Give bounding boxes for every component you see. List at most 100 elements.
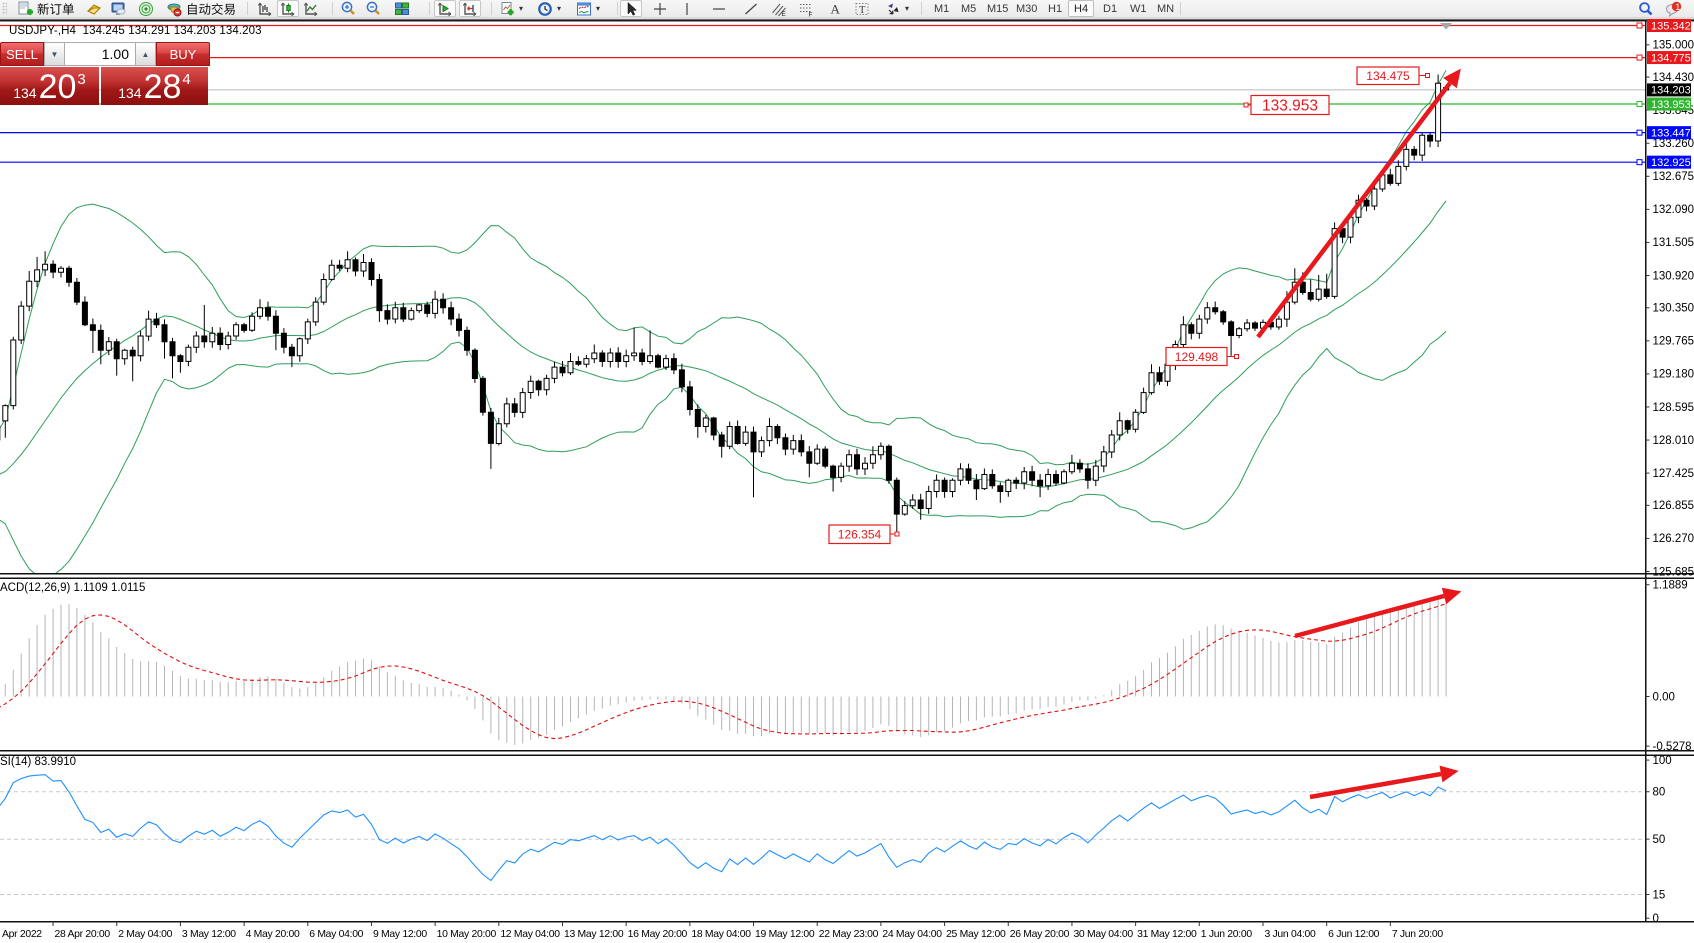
price-axis-label: 127.425 (1653, 468, 1694, 480)
volume-decrease-button[interactable]: ▼ (44, 42, 65, 66)
volume-increase-button[interactable]: ▲ (135, 42, 156, 66)
line-anchor-handle[interactable] (1636, 22, 1643, 29)
trend-arrow-head (1443, 68, 1461, 89)
line-anchor-handle[interactable] (1636, 129, 1643, 136)
macd-axis-label: 1.1889 (1653, 580, 1688, 592)
annotation-anchor-handle[interactable] (1425, 73, 1430, 78)
timeframe-mn-button[interactable]: MN (1157, 3, 1175, 15)
indicators-dropdown-arrow[interactable]: ▾ (519, 4, 524, 13)
rsi-axis-label: 50 (1653, 834, 1666, 846)
trend-arrow-macd[interactable] (1294, 587, 1462, 639)
indicators-button[interactable]: ▾ (496, 0, 526, 17)
search-button[interactable] (1634, 0, 1656, 17)
timeframe-h4-button[interactable]: H4 (1068, 0, 1095, 17)
arrows-dropdown-arrow[interactable]: ▾ (905, 4, 910, 13)
sell-price-main: 20 (38, 68, 77, 107)
price-badge-134.775 (1647, 51, 1691, 65)
line-anchor-handle[interactable] (1636, 54, 1643, 61)
buy-price-integer: 134 (118, 85, 142, 101)
chart-candles-button[interactable] (277, 0, 299, 17)
timeframe-m15-button[interactable]: M15 (987, 3, 1009, 15)
periods-button[interactable]: ▾ (534, 0, 564, 17)
trend-arrow-head (1439, 765, 1459, 783)
periods-dropdown-arrow[interactable]: ▾ (557, 4, 562, 13)
trend-arrow-main[interactable] (1256, 68, 1461, 339)
price-annotation-134.475[interactable]: 134.475 (1356, 66, 1430, 86)
timeframe-h1-button[interactable]: H1 (1048, 3, 1063, 15)
line-anchor-handle[interactable] (1636, 101, 1643, 108)
arrows-button[interactable]: ▾ (882, 0, 912, 17)
line-anchor-handle[interactable] (1636, 159, 1643, 166)
annotation-anchor-handle[interactable] (894, 531, 900, 537)
annotation-box (1250, 94, 1330, 116)
trend-arrow-shaft (1294, 593, 1445, 639)
price-annotation-129.498[interactable]: 129.498 (1165, 346, 1239, 367)
zoom-in-button[interactable] (337, 0, 359, 17)
navigator-button[interactable] (135, 0, 157, 17)
buy-price-display[interactable]: 134 28 4 (101, 67, 208, 105)
templates-button[interactable]: ▾ (573, 0, 603, 17)
annotation-anchor-handle[interactable] (1243, 102, 1249, 108)
annotation-anchor-handle[interactable] (1234, 354, 1239, 359)
auto-scroll-button[interactable] (434, 0, 456, 17)
time-axis-label: 2 May 04:00 (118, 929, 172, 940)
timeframe-d1-button[interactable]: D1 (1103, 3, 1118, 15)
toolbar-grip[interactable] (2, 2, 7, 15)
market-watch-button[interactable] (107, 0, 129, 17)
time-axis-label: 22 May 23:00 (819, 929, 879, 940)
time-axis-label: 3 May 12:00 (182, 929, 236, 940)
indicator-axis: 1.1889 0.00 -0.5278 100 80 50 15 0 (1645, 580, 1692, 925)
vertical-line-button[interactable] (676, 0, 698, 17)
time-axis-label: 12 May 04:00 (500, 929, 560, 940)
hline-icon (713, 7, 725, 10)
chart-bars-button[interactable] (254, 0, 276, 17)
price-axis-label: 130.350 (1653, 303, 1694, 315)
trendline-icon (745, 3, 757, 14)
timeframe-m30-button[interactable]: M30 (1016, 3, 1038, 15)
price-annotation-126.354[interactable]: 126.354 (828, 524, 900, 545)
text-button[interactable]: A (824, 0, 846, 17)
trend-arrow-rsi[interactable] (1309, 765, 1459, 800)
new-order-icon (18, 1, 33, 15)
macd-axis-label: -0.5278 (1653, 741, 1692, 753)
tile-windows-button[interactable] (391, 0, 413, 17)
timeframe-w1-button[interactable]: W1 (1130, 3, 1147, 15)
tile-windows-icon (395, 2, 409, 15)
svg-text:E: E (782, 11, 787, 17)
buy-button[interactable]: BUY (156, 42, 210, 66)
zoom-out-button[interactable] (362, 0, 384, 17)
bollinger-upper-band (0, 70, 1447, 466)
trendline-button[interactable] (740, 0, 762, 17)
chart-shift-button[interactable] (459, 0, 481, 17)
new-order-button[interactable] (14, 0, 78, 17)
one-click-trading-panel: SELL ▼ 1.00 ▲ BUY 134 20 3 134 28 4 (0, 42, 210, 105)
timeframe-m1-button[interactable]: M1 (934, 3, 950, 15)
vline-icon (686, 2, 688, 15)
text-label-button[interactable]: T (851, 0, 873, 17)
fibonacci-button[interactable]: F (795, 0, 817, 17)
profiles-button[interactable] (83, 0, 105, 17)
templates-dropdown-arrow[interactable]: ▾ (596, 4, 601, 13)
volume-input[interactable]: 1.00 (65, 42, 135, 66)
chart-shift-marker[interactable] (1440, 23, 1453, 30)
crosshair-button[interactable] (649, 0, 671, 17)
fibo-icon: F (800, 3, 813, 17)
auto-trading-button[interactable] (163, 0, 239, 17)
toolbar-separator (491, 2, 492, 15)
trend-arrow-head (1441, 587, 1462, 605)
horizontal-line-button[interactable] (708, 0, 730, 17)
chart-line-button[interactable] (300, 0, 322, 17)
templates-icon (577, 2, 591, 15)
chat-icon: 1 (1666, 1, 1682, 17)
sell-price-display[interactable]: 134 20 3 (0, 67, 99, 105)
channel-button[interactable]: E (768, 0, 790, 17)
sell-button[interactable]: SELL (0, 42, 44, 66)
price-annotation-133.953[interactable]: 133.953 (1243, 94, 1330, 116)
chat-notifications-button[interactable]: 1 (1662, 0, 1685, 17)
channel-icon: E (772, 3, 787, 17)
timeframe-m5-button[interactable]: M5 (961, 3, 977, 15)
price-axis-label: 126.855 (1653, 500, 1694, 512)
periods-icon (538, 1, 552, 16)
cursor-button[interactable] (620, 0, 642, 17)
